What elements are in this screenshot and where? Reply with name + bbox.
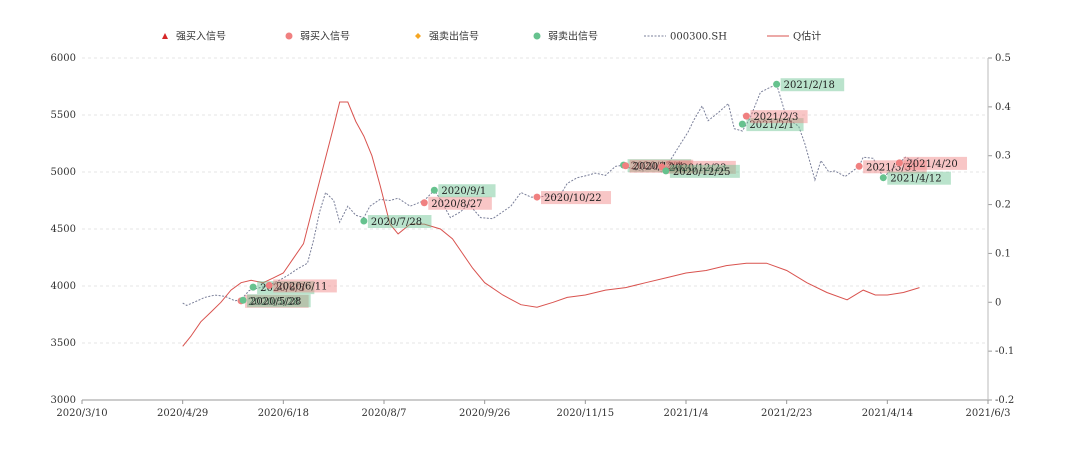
signal-label-bg: [750, 110, 808, 124]
legend-marker-triangle: [162, 33, 168, 39]
signal-date-label: 2020/10/22: [544, 193, 602, 204]
legend-label: Q估计: [793, 30, 821, 43]
x-tick-label: 2021/4/14: [862, 408, 913, 419]
legend-label: 000300.SH: [670, 32, 727, 43]
y-right-tick-label: -0.1: [995, 346, 1014, 357]
y-left-tick-label: 4500: [51, 224, 76, 235]
series-line-q: [182, 101, 920, 347]
signal-date-label: 2021/2/18: [784, 80, 835, 91]
signal-label-bg: [273, 279, 337, 293]
signal-date-label: 2020/6/3: [260, 283, 305, 294]
weak-buy-marker: [622, 162, 630, 170]
x-tick-label: 2020/3/10: [56, 408, 107, 419]
signal-date-label: 2021/3/31: [866, 162, 917, 173]
y-right-tick-label: 0.4: [995, 102, 1011, 113]
series-layer: [182, 83, 920, 347]
signal-date-label: 2020/9/1: [441, 186, 486, 197]
weak-sell-marker: [249, 283, 257, 291]
legend-marker-circle: [533, 32, 541, 40]
signal-date-label: 2020/8/27: [431, 199, 482, 210]
x-tick-label: 2020/4/29: [157, 408, 208, 419]
x-tick-label: 2020/8/7: [362, 408, 407, 419]
weak-buy-marker: [855, 162, 863, 170]
signal-label-bg: [428, 196, 492, 210]
y-right-tick-label: 0: [995, 297, 1001, 308]
weak-sell-marker: [360, 217, 368, 225]
y-right-tick-label: 0.3: [995, 151, 1011, 162]
y-right-tick-label: -0.2: [995, 395, 1014, 406]
signal-date-label: 2021/4/20: [906, 159, 957, 170]
legend: 强买入信号 弱买入信号 强卖出信号 弱卖出信号 000300.SH Q估计: [162, 30, 821, 43]
weak-sell-marker: [430, 186, 438, 194]
signal-date-label: 2020/5/28: [250, 296, 301, 307]
y-left-tick-label: 4000: [51, 281, 76, 292]
weak-buy-marker: [533, 193, 541, 201]
axes: 3000 3500 4000 4500 5000 5500 6000 -0.2 -0.1 0 0.1…: [51, 53, 1015, 419]
legend-label: 弱卖出信号: [548, 30, 598, 43]
signal-label-bg: [887, 171, 951, 185]
signal-date-label: 2020/12/25: [673, 167, 731, 178]
signal-label-bg: [903, 156, 968, 170]
signal-date-label: 2020/6/11: [276, 281, 327, 292]
legend-marker-circle: [285, 32, 293, 40]
weak-sell-marker: [738, 120, 746, 128]
y-right-tick-label: 0.1: [995, 248, 1011, 259]
signal-label-bg: [863, 160, 927, 174]
x-tick-label: 2021/2/23: [761, 408, 812, 419]
legend-label: 强卖出信号: [429, 30, 479, 43]
x-tick-label: 2021/6/3: [966, 408, 1011, 419]
weak-sell-marker: [662, 167, 670, 175]
signal-date-label: 2021/4/12: [890, 174, 941, 185]
signal-label-bg: [669, 164, 740, 178]
y-left-tick-label: 3000: [51, 395, 76, 406]
signal-date-label: 2020/12/4: [631, 161, 682, 172]
legend-label: 强买入信号: [176, 31, 226, 43]
series-line-index: [182, 83, 920, 306]
signal-label-bg: [438, 184, 496, 198]
y-left-tick-label: 5500: [51, 110, 76, 121]
y-right-tick-label: 0.5: [995, 53, 1011, 64]
signal-label-bg: [746, 118, 804, 132]
y-left-tick-label: 3500: [51, 338, 76, 349]
weak-buy-marker: [265, 281, 273, 289]
weak-buy-marker: [895, 159, 903, 167]
signal-date-label: 2020/12/23: [669, 163, 727, 174]
y-left-tick-label: 5000: [51, 167, 76, 178]
x-tick-label: 2021/1/4: [664, 408, 709, 419]
x-tick-label: 2020/11/15: [557, 408, 615, 419]
x-tick-label: 2020/6/18: [258, 408, 309, 419]
weak-buy-marker: [420, 199, 428, 207]
signal-date-label: 2020/5/28: [248, 297, 299, 308]
signal-label-bg: [245, 294, 309, 308]
legend-label: 弱买入信号: [300, 31, 350, 43]
signal-date-label: 2021/2/1: [749, 120, 794, 131]
signal-label-bg: [247, 294, 311, 308]
signal-layer: 2020/5/282020/5/282020/6/32020/6/112020/…: [237, 78, 968, 308]
y-left-tick-label: 6000: [51, 53, 76, 64]
weak-sell-marker: [879, 174, 887, 182]
x-tick-label: 2020/9/26: [459, 408, 510, 419]
signal-label-bg: [665, 160, 736, 174]
signal-date-label: 2021/2/3: [753, 112, 798, 123]
weak-sell-marker: [773, 80, 781, 88]
signal-label-bg: [367, 215, 432, 229]
signal-date-label: 2020/7/28: [371, 217, 422, 228]
signal-label-bg: [541, 191, 612, 205]
weak-sell-marker: [239, 296, 247, 304]
legend-marker-diamond: [415, 33, 421, 39]
signal-label-bg: [780, 78, 845, 92]
signal-date-label: 2020/12/4: [633, 162, 684, 173]
y-right-tick-label: 0.2: [995, 200, 1011, 211]
weak-buy-marker: [742, 112, 750, 120]
gridlines: [82, 57, 988, 401]
